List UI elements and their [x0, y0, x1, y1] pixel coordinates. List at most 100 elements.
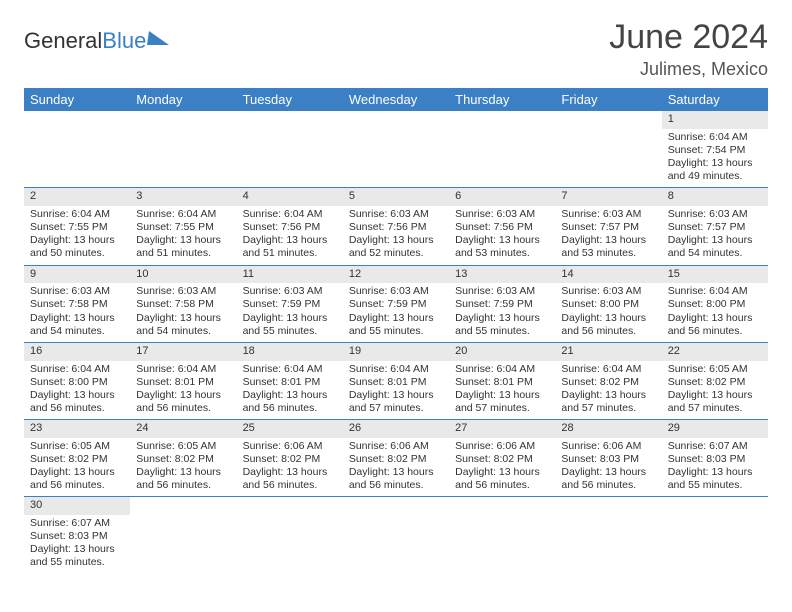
- daylight-line: Daylight: 13 hours and 57 minutes.: [668, 389, 762, 415]
- sunset-line: Sunset: 8:00 PM: [668, 298, 762, 311]
- day-details: Sunrise: 6:03 AMSunset: 7:58 PMDaylight:…: [130, 283, 236, 342]
- calendar-cell: ..: [449, 497, 555, 574]
- calendar-week-row: 23 Sunrise: 6:05 AM Sunset: 8:02 PM Dayligh…: [24, 420, 768, 497]
- day-number: 26: [343, 420, 449, 438]
- day-number: 11: [237, 266, 343, 284]
- logo-sail-icon: [147, 31, 171, 45]
- sunset-line: Sunset: 7:58 PM: [30, 298, 124, 311]
- calendar-cell: ..: [555, 497, 661, 574]
- calendar-cell: 7Sunrise: 6:03 AMSunset: 7:57 PMDaylight…: [555, 188, 661, 265]
- sunset-line: Sunset: 7:56 PM: [455, 221, 549, 234]
- sunrise-line: Sunrise: 6:03 AM: [455, 285, 549, 298]
- calendar-cell: ..: [24, 111, 130, 188]
- daylight-line: Daylight: 13 hours and 55 minutes.: [349, 312, 443, 338]
- calendar-week-row: 9Sunrise: 6:03 AMSunset: 7:58 PMDaylight…: [24, 265, 768, 342]
- weekday-header: Wednesday: [343, 88, 449, 111]
- sunrise-line: Sunrise: 6:05 AM: [30, 440, 124, 453]
- day-details: Sunrise: 6:07 AMSunset: 8:03 PMDaylight:…: [662, 438, 768, 497]
- day-number: 9: [24, 266, 130, 284]
- weekday-header-row: SundayMondayTuesdayWednesdayThursdayFrid…: [24, 88, 768, 111]
- daylight-line: Daylight: 13 hours and 56 minutes.: [561, 312, 655, 338]
- header-bar: General Blue June 2024 Julimes, Mexico: [24, 18, 768, 80]
- sunrise-line: Sunrise: 6:03 AM: [136, 285, 230, 298]
- sunrise-line: Sunrise: 6:04 AM: [136, 208, 230, 221]
- sunset-line: Sunset: 8:01 PM: [455, 376, 549, 389]
- calendar-cell: 15Sunrise: 6:04 AMSunset: 8:00 PMDayligh…: [662, 265, 768, 342]
- sunset-line: Sunset: 8:03 PM: [30, 530, 124, 543]
- daylight-line: Daylight: 13 hours and 54 minutes.: [136, 312, 230, 338]
- calendar-cell: 25Sunrise: 6:06 AMSunset: 8:02 PMDayligh…: [237, 420, 343, 497]
- daylight-line: Daylight: 13 hours and 50 minutes.: [30, 234, 124, 260]
- sunrise-line: Sunrise: 6:04 AM: [561, 363, 655, 376]
- calendar-cell: 8Sunrise: 6:03 AMSunset: 7:57 PMDaylight…: [662, 188, 768, 265]
- day-details: Sunrise: 6:04 AMSunset: 8:02 PMDaylight:…: [555, 361, 661, 420]
- calendar-cell: 29Sunrise: 6:07 AMSunset: 8:03 PMDayligh…: [662, 420, 768, 497]
- day-number: 28: [555, 420, 661, 438]
- calendar-cell: 9Sunrise: 6:03 AMSunset: 7:58 PMDaylight…: [24, 265, 130, 342]
- calendar-cell: 20Sunrise: 6:04 AMSunset: 8:01 PMDayligh…: [449, 342, 555, 419]
- day-details: Sunrise: 6:03 AMSunset: 7:59 PMDaylight:…: [237, 283, 343, 342]
- sunrise-line: Sunrise: 6:03 AM: [561, 285, 655, 298]
- day-details: Sunrise: 6:04 AMSunset: 7:56 PMDaylight:…: [237, 206, 343, 265]
- sunrise-line: Sunrise: 6:04 AM: [668, 285, 762, 298]
- daylight-line: Daylight: 13 hours and 51 minutes.: [243, 234, 337, 260]
- day-number: 25: [237, 420, 343, 438]
- sunrise-line: Sunrise: 6:05 AM: [136, 440, 230, 453]
- day-details: Sunrise: 6:06 AMSunset: 8:03 PMDaylight:…: [555, 438, 661, 497]
- day-number: 15: [662, 266, 768, 284]
- sunset-line: Sunset: 7:57 PM: [668, 221, 762, 234]
- daylight-line: Daylight: 13 hours and 56 minutes.: [30, 466, 124, 492]
- day-details: Sunrise: 6:07 AMSunset: 8:03 PMDaylight:…: [24, 515, 130, 574]
- day-number: 23: [24, 420, 130, 438]
- sunset-line: Sunset: 8:02 PM: [349, 453, 443, 466]
- day-number: 7: [555, 188, 661, 206]
- day-details: Sunrise: 6:04 AMSunset: 8:01 PMDaylight:…: [130, 361, 236, 420]
- daylight-line: Daylight: 13 hours and 57 minutes.: [455, 389, 549, 415]
- sunrise-line: Sunrise: 6:04 AM: [349, 363, 443, 376]
- day-number: 14: [555, 266, 661, 284]
- calendar-cell: 2Sunrise: 6:04 AMSunset: 7:55 PMDaylight…: [24, 188, 130, 265]
- calendar-cell: ..: [237, 497, 343, 574]
- sunrise-line: Sunrise: 6:04 AM: [243, 208, 337, 221]
- sunset-line: Sunset: 8:01 PM: [349, 376, 443, 389]
- sunrise-line: Sunrise: 6:04 AM: [455, 363, 549, 376]
- day-details: Sunrise: 6:04 AMSunset: 7:55 PMDaylight:…: [130, 206, 236, 265]
- day-number: 12: [343, 266, 449, 284]
- day-details: Sunrise: 6:06 AMSunset: 8:02 PMDaylight:…: [237, 438, 343, 497]
- weekday-header: Monday: [130, 88, 236, 111]
- daylight-line: Daylight: 13 hours and 55 minutes.: [455, 312, 549, 338]
- sunset-line: Sunset: 7:55 PM: [30, 221, 124, 234]
- daylight-line: Daylight: 13 hours and 54 minutes.: [30, 312, 124, 338]
- sunrise-line: Sunrise: 6:04 AM: [668, 131, 762, 144]
- calendar-cell: ..: [662, 497, 768, 574]
- daylight-line: Daylight: 13 hours and 49 minutes.: [668, 157, 762, 183]
- sunrise-line: Sunrise: 6:03 AM: [243, 285, 337, 298]
- weekday-header: Thursday: [449, 88, 555, 111]
- calendar-cell: 1Sunrise: 6:04 AMSunset: 7:54 PMDaylight…: [662, 111, 768, 188]
- daylight-line: Daylight: 13 hours and 57 minutes.: [349, 389, 443, 415]
- sunset-line: Sunset: 8:02 PM: [561, 376, 655, 389]
- calendar-cell: 5Sunrise: 6:03 AMSunset: 7:56 PMDaylight…: [343, 188, 449, 265]
- day-number: 20: [449, 343, 555, 361]
- day-details: Sunrise: 6:03 AMSunset: 7:56 PMDaylight:…: [449, 206, 555, 265]
- calendar-cell: 6Sunrise: 6:03 AMSunset: 7:56 PMDaylight…: [449, 188, 555, 265]
- day-details: Sunrise: 6:04 AMSunset: 8:01 PMDaylight:…: [343, 361, 449, 420]
- sunrise-line: Sunrise: 6:06 AM: [561, 440, 655, 453]
- sunrise-line: Sunrise: 6:06 AM: [243, 440, 337, 453]
- sunset-line: Sunset: 7:57 PM: [561, 221, 655, 234]
- sunset-line: Sunset: 7:56 PM: [243, 221, 337, 234]
- calendar-cell: 12Sunrise: 6:03 AMSunset: 7:59 PMDayligh…: [343, 265, 449, 342]
- calendar-cell: 28Sunrise: 6:06 AMSunset: 8:03 PMDayligh…: [555, 420, 661, 497]
- day-details: Sunrise: 6:04 AMSunset: 7:54 PMDaylight:…: [662, 129, 768, 188]
- sunset-line: Sunset: 7:59 PM: [349, 298, 443, 311]
- calendar-week-row: 30Sunrise: 6:07 AMSunset: 8:03 PMDayligh…: [24, 497, 768, 574]
- calendar-cell: 14Sunrise: 6:03 AMSunset: 8:00 PMDayligh…: [555, 265, 661, 342]
- calendar-cell: 30Sunrise: 6:07 AMSunset: 8:03 PMDayligh…: [24, 497, 130, 574]
- day-details: Sunrise: 6:04 AMSunset: 8:01 PMDaylight:…: [449, 361, 555, 420]
- daylight-line: Daylight: 13 hours and 57 minutes.: [561, 389, 655, 415]
- calendar-cell: 4Sunrise: 6:04 AMSunset: 7:56 PMDaylight…: [237, 188, 343, 265]
- day-number: 30: [24, 497, 130, 515]
- calendar-cell: 17Sunrise: 6:04 AMSunset: 8:01 PMDayligh…: [130, 342, 236, 419]
- calendar-cell: 11Sunrise: 6:03 AMSunset: 7:59 PMDayligh…: [237, 265, 343, 342]
- calendar-cell: ..: [237, 111, 343, 188]
